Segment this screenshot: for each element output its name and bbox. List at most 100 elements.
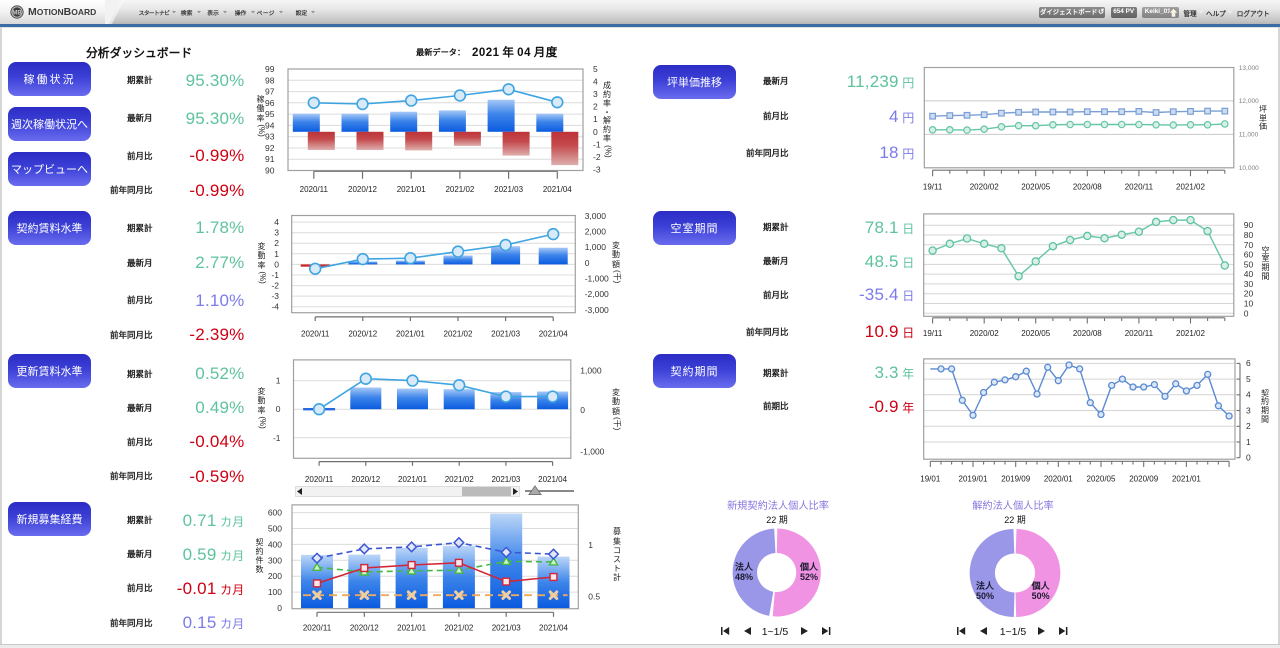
svg-text:0: 0 [580, 405, 585, 415]
svg-text:0: 0 [277, 603, 282, 613]
svg-text:MB: MB [12, 10, 22, 16]
svg-text:2020/11: 2020/11 [1125, 329, 1154, 338]
svg-text:500: 500 [268, 524, 282, 534]
svg-text:2020/08: 2020/08 [1073, 183, 1102, 192]
svg-text:2021/02: 2021/02 [445, 475, 474, 484]
svg-text:96: 96 [265, 98, 275, 108]
svg-text:4: 4 [1246, 390, 1251, 400]
svg-text:2019/01: 2019/01 [959, 475, 988, 484]
svg-text:2021/04: 2021/04 [539, 330, 568, 339]
svg-text:2021/03: 2021/03 [494, 185, 523, 194]
svg-text:70: 70 [1244, 240, 1254, 250]
svg-text:2020/01: 2020/01 [1044, 475, 1073, 484]
svg-text:91: 91 [265, 154, 275, 164]
svg-text:-1,000: -1,000 [580, 447, 604, 457]
svg-text:2020/05: 2020/05 [1021, 329, 1050, 338]
svg-text:90: 90 [1244, 220, 1254, 230]
svg-text:1: 1 [276, 376, 281, 386]
svg-text:-1: -1 [273, 433, 281, 443]
svg-text:-1,000: -1,000 [585, 273, 609, 283]
svg-text:-3,000: -3,000 [585, 305, 609, 315]
svg-text:0: 0 [585, 258, 590, 268]
svg-text:80: 80 [1244, 230, 1254, 240]
svg-text:2020/12: 2020/12 [348, 185, 377, 194]
svg-text:2020/11: 2020/11 [300, 185, 329, 194]
svg-text:2021/03: 2021/03 [491, 475, 520, 484]
svg-text:2021/02: 2021/02 [445, 185, 474, 194]
svg-text:-1: -1 [593, 139, 601, 149]
svg-text:20: 20 [1244, 289, 1254, 299]
svg-text:92: 92 [265, 143, 275, 153]
svg-text:2: 2 [593, 102, 598, 112]
svg-text:4: 4 [593, 77, 598, 87]
svg-text:3: 3 [1246, 405, 1251, 415]
svg-text:2020/05: 2020/05 [1021, 183, 1050, 192]
svg-text:1: 1 [588, 540, 593, 550]
svg-text:2021/03: 2021/03 [492, 624, 521, 633]
svg-text:1: 1 [593, 114, 598, 124]
svg-text:94: 94 [265, 120, 275, 130]
svg-text:-2: -2 [271, 281, 279, 291]
svg-text:10: 10 [1244, 299, 1254, 309]
svg-text:97: 97 [265, 87, 275, 97]
svg-text:60: 60 [1244, 250, 1254, 260]
svg-text:2020/11: 2020/11 [301, 330, 330, 339]
svg-text:200: 200 [268, 571, 282, 581]
svg-text:-2: -2 [593, 152, 601, 162]
svg-text:1: 1 [1246, 437, 1251, 447]
svg-text:3,000: 3,000 [585, 211, 607, 221]
svg-text:3: 3 [274, 228, 279, 238]
svg-text:2020/02: 2020/02 [970, 183, 999, 192]
svg-text:400: 400 [268, 539, 282, 549]
svg-text:2021/04: 2021/04 [539, 624, 568, 633]
svg-text:19/11: 19/11 [923, 329, 943, 338]
svg-text:2020/11: 2020/11 [1125, 183, 1154, 192]
svg-text:300: 300 [268, 555, 282, 565]
svg-text:10,000: 10,000 [1239, 165, 1259, 172]
svg-text:-2,000: -2,000 [585, 289, 609, 299]
svg-text:2020/05: 2020/05 [1087, 475, 1116, 484]
svg-text:2021/01: 2021/01 [397, 185, 426, 194]
svg-text:2020/02: 2020/02 [970, 329, 999, 338]
svg-text:1: 1 [274, 249, 279, 259]
svg-text:2019/09: 2019/09 [1001, 475, 1030, 484]
svg-text:0: 0 [274, 259, 279, 269]
svg-text:2021/02: 2021/02 [1176, 329, 1205, 338]
svg-text:2021/04: 2021/04 [538, 475, 567, 484]
svg-text:600: 600 [268, 508, 282, 518]
svg-text:6: 6 [1246, 358, 1251, 368]
svg-text:12,000: 12,000 [1239, 98, 1259, 105]
svg-text:2021/02: 2021/02 [444, 330, 473, 339]
svg-text:1,000: 1,000 [585, 242, 607, 252]
svg-text:11,000: 11,000 [1239, 132, 1259, 139]
svg-text:0: 0 [593, 127, 598, 137]
svg-text:2020/12: 2020/12 [348, 330, 377, 339]
svg-text:-4: -4 [271, 302, 279, 312]
svg-text:3: 3 [593, 89, 598, 99]
svg-text:2: 2 [1246, 421, 1251, 431]
svg-text:2021/01: 2021/01 [396, 330, 425, 339]
svg-text:2021/02: 2021/02 [1176, 183, 1205, 192]
svg-text:2020/12: 2020/12 [350, 624, 379, 633]
svg-text:4: 4 [274, 217, 279, 227]
svg-text:95: 95 [265, 109, 275, 119]
svg-text:13,000: 13,000 [1239, 65, 1259, 72]
svg-text:0: 0 [1246, 453, 1251, 463]
svg-text:1,000: 1,000 [580, 366, 602, 376]
svg-text:2020/11: 2020/11 [303, 624, 332, 633]
svg-text:5: 5 [593, 64, 598, 74]
svg-text:-3: -3 [593, 165, 601, 175]
svg-text:2021/01: 2021/01 [1172, 475, 1201, 484]
svg-text:2021/01: 2021/01 [398, 475, 427, 484]
svg-text:90: 90 [265, 166, 275, 176]
svg-text:99: 99 [265, 64, 275, 74]
svg-text:40: 40 [1244, 269, 1254, 279]
svg-text:0.5: 0.5 [588, 592, 600, 602]
svg-text:2021/01: 2021/01 [397, 624, 426, 633]
svg-text:2021/04: 2021/04 [543, 185, 572, 194]
svg-text:2021/02: 2021/02 [444, 624, 473, 633]
svg-text:19/01: 19/01 [920, 475, 941, 484]
svg-text:-3: -3 [271, 291, 279, 301]
svg-text:5: 5 [1246, 374, 1251, 384]
svg-text:0: 0 [276, 404, 281, 414]
